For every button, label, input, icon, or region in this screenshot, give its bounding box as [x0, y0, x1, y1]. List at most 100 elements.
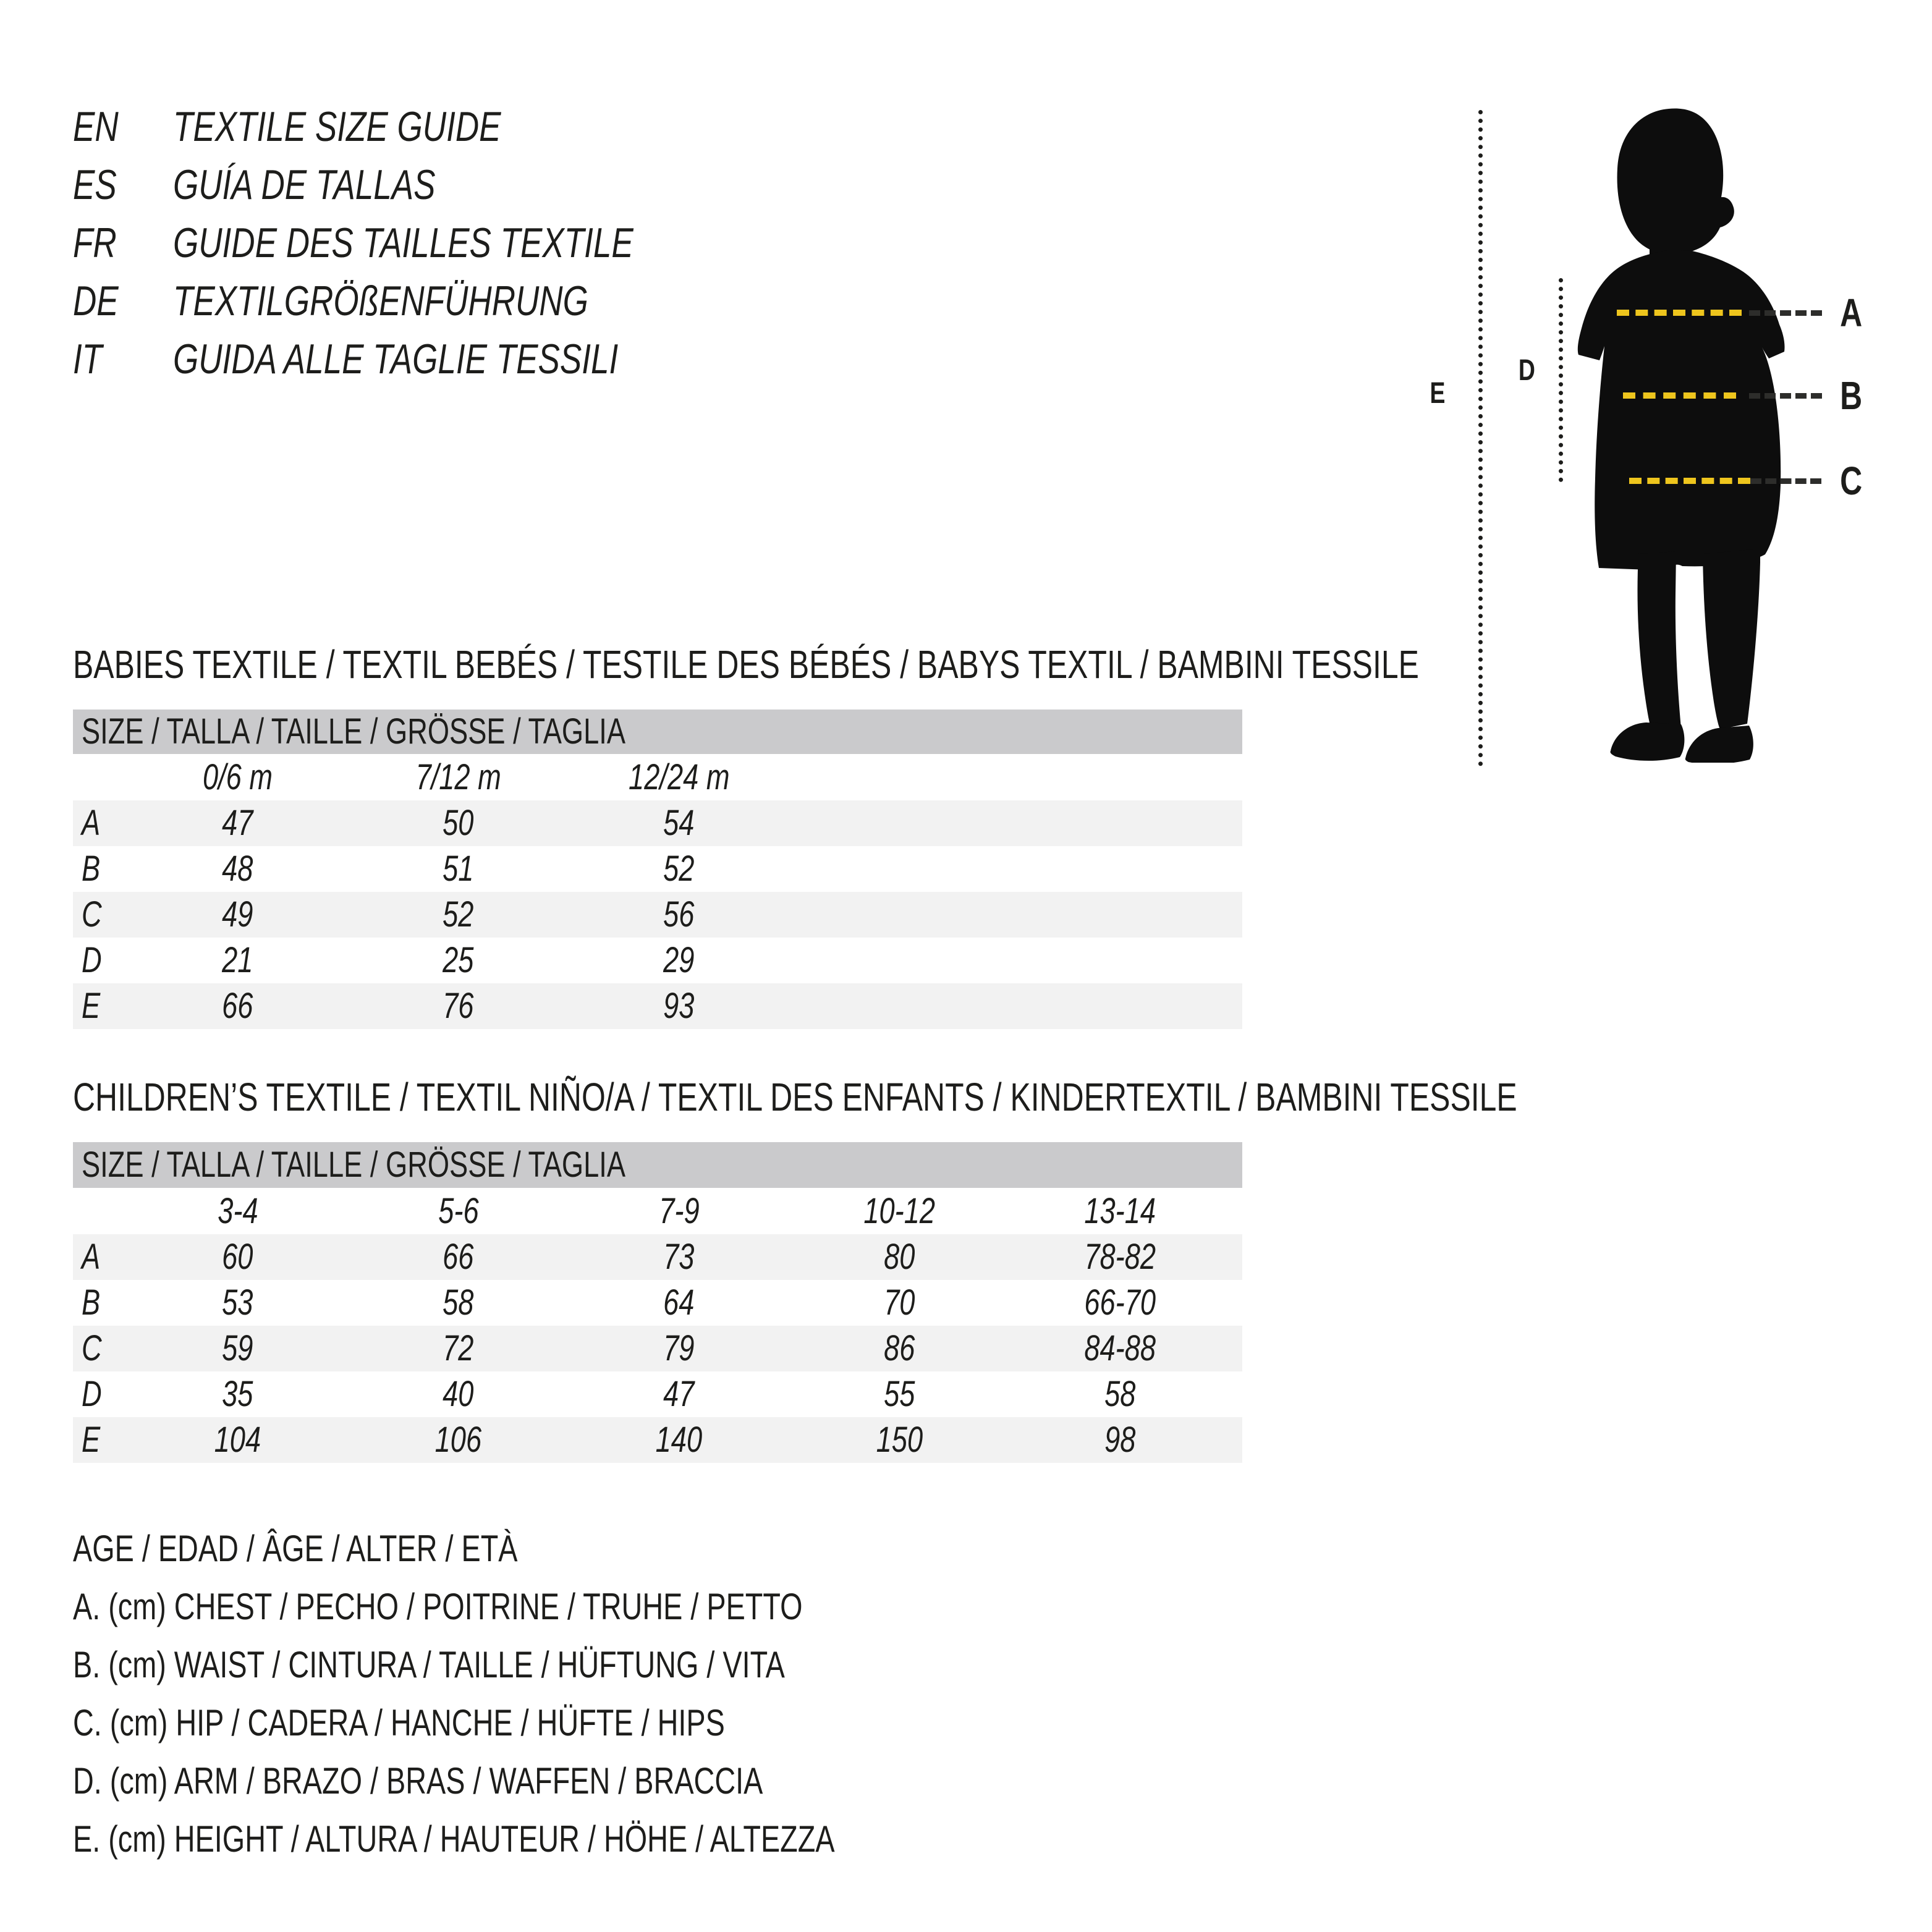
column-header: 13-14 [1084, 1191, 1156, 1231]
size-header-band: SIZE / TALLA / TAILLE / GRÖSSE / TAGLIA [73, 710, 1242, 754]
value-cell: 21 [222, 940, 253, 980]
size-header-label: SIZE / TALLA / TAILLE / GRÖSSE / TAGLIA [82, 1145, 626, 1185]
legend-waist: B. (cm) WAIST / CINTURA / TAILLE / HÜFTU… [73, 1644, 785, 1685]
empty-cell [73, 1188, 127, 1234]
row-label: C [82, 1328, 102, 1368]
language-title: GUIDE DES TAILLES TEXTILE [173, 219, 633, 266]
value-cell: 35 [222, 1374, 253, 1414]
value-cell: 66-70 [1084, 1282, 1156, 1323]
height-dotted-line [1478, 110, 1483, 766]
value-cell: 98 [1104, 1420, 1136, 1460]
column-header: 3-4 [217, 1191, 258, 1231]
legend-chest: A. (cm) CHEST / PECHO / POITRINE / TRUHE… [73, 1586, 803, 1627]
hip-label: C [1839, 459, 1863, 503]
babies-section-title: BABIES TEXTILE / TEXTIL BEBÉS / TESTILE … [73, 642, 1419, 687]
waist-measure-line-dark [1749, 393, 1822, 399]
chest-measure-line-dark [1749, 310, 1822, 316]
value-cell: 80 [884, 1237, 915, 1277]
language-title: TEXTILGRÖßENFÜHRUNG [173, 278, 588, 324]
value-cell: 56 [663, 894, 695, 934]
value-cell: 58 [443, 1282, 474, 1323]
value-cell: 50 [443, 803, 474, 843]
language-code: IT [73, 336, 103, 383]
column-header: 7/12 m [415, 757, 501, 797]
value-cell: 52 [443, 894, 474, 934]
legend-arm: D. (cm) ARM / BRAZO / BRAS / WAFFEN / BR… [73, 1760, 763, 1802]
row-label: A [82, 803, 101, 843]
value-cell: 40 [443, 1374, 474, 1414]
table-row-waist: B 53 58 64 70 66-70 [73, 1280, 1242, 1326]
language-row-it: IT GUIDA ALLE TAGLIE TESSILI [73, 330, 763, 388]
measurement-legend: AGE / EDAD / ÂGE / ALTER / ETÀ A. (cm) C… [73, 1520, 1049, 1868]
table-row-arm: D 35 40 47 55 58 [73, 1371, 1242, 1417]
language-title: GUÍA DE TALLAS [173, 161, 436, 208]
table-row-height: E 66 76 93 [73, 983, 1242, 1029]
hip-measure-line-dark [1750, 478, 1821, 484]
column-header-row: 0/6 m 7/12 m 12/24 m [73, 754, 1242, 800]
waist-measure-line-yellow [1623, 392, 1736, 399]
column-header: 0/6 m [202, 757, 273, 797]
value-cell: 79 [663, 1328, 695, 1368]
language-code: FR [73, 219, 117, 266]
language-code: ES [73, 161, 117, 208]
value-cell: 93 [663, 986, 695, 1026]
column-header: 10-12 [863, 1191, 936, 1231]
value-cell: 51 [443, 849, 474, 889]
row-label: E [82, 1420, 101, 1460]
value-cell: 59 [222, 1328, 253, 1368]
waist-label: B [1839, 373, 1863, 418]
column-header: 7-9 [658, 1191, 700, 1231]
column-header: 12/24 m [628, 757, 730, 797]
measurement-figure: A B C D E [1409, 93, 1916, 791]
arm-label: D [1518, 354, 1535, 387]
value-cell: 106 [434, 1420, 482, 1460]
value-cell: 150 [876, 1420, 923, 1460]
language-row-fr: FR GUIDE DES TAILLES TEXTILE [73, 214, 763, 272]
chest-label: A [1839, 290, 1863, 335]
legend-height: E. (cm) HEIGHT / ALTURA / HAUTEUR / HÖHE… [73, 1818, 835, 1860]
value-cell: 104 [214, 1420, 261, 1460]
language-title: GUIDA ALLE TAGLIE TESSILI [173, 336, 619, 383]
legend-age: AGE / EDAD / ÂGE / ALTER / ETÀ [73, 1528, 518, 1569]
value-cell: 73 [663, 1237, 695, 1277]
table-row-hip: C 49 52 56 [73, 892, 1242, 938]
child-silhouette-figure [1577, 108, 1785, 763]
language-row-es: ES GUÍA DE TALLAS [73, 156, 763, 214]
value-cell: 66 [443, 1237, 474, 1277]
value-cell: 78-82 [1084, 1237, 1156, 1277]
table-row-height: E 104 106 140 150 98 [73, 1417, 1242, 1463]
value-cell: 76 [443, 986, 474, 1026]
table-row-chest: A 60 66 73 80 78-82 [73, 1234, 1242, 1280]
legend-hip: C. (cm) HIP / CADERA / HANCHE / HÜFTE / … [73, 1702, 725, 1743]
value-cell: 60 [222, 1237, 253, 1277]
value-cell: 47 [663, 1374, 695, 1414]
value-cell: 86 [884, 1328, 915, 1368]
language-code: DE [73, 278, 119, 324]
value-cell: 49 [222, 894, 253, 934]
value-cell: 52 [663, 849, 695, 889]
column-header: 5-6 [438, 1191, 479, 1231]
size-header-label: SIZE / TALLA / TAILLE / GRÖSSE / TAGLIA [82, 711, 626, 752]
value-cell: 55 [884, 1374, 915, 1414]
row-label: B [82, 849, 101, 889]
value-cell: 72 [443, 1328, 474, 1368]
value-cell: 66 [222, 986, 253, 1026]
children-size-table: SIZE / TALLA / TAILLE / GRÖSSE / TAGLIA … [73, 1142, 1242, 1463]
language-code: EN [73, 103, 119, 150]
row-label: C [82, 894, 102, 934]
hip-measure-line-yellow [1629, 478, 1750, 484]
arm-dotted-line [1559, 278, 1563, 482]
value-cell: 47 [222, 803, 253, 843]
language-title: TEXTILE SIZE GUIDE [173, 103, 501, 150]
value-cell: 84-88 [1084, 1328, 1156, 1368]
value-cell: 25 [443, 940, 474, 980]
column-header-row: 3-4 5-6 7-9 10-12 13-14 [73, 1188, 1242, 1234]
value-cell: 29 [663, 940, 695, 980]
language-row-de: DE TEXTILGRÖßENFÜHRUNG [73, 272, 763, 330]
row-label: B [82, 1282, 101, 1323]
language-row-en: EN TEXTILE SIZE GUIDE [73, 98, 763, 156]
row-label: A [82, 1237, 101, 1277]
language-title-list: EN TEXTILE SIZE GUIDE ES GUÍA DE TALLAS … [73, 98, 763, 388]
empty-cell [73, 754, 127, 800]
